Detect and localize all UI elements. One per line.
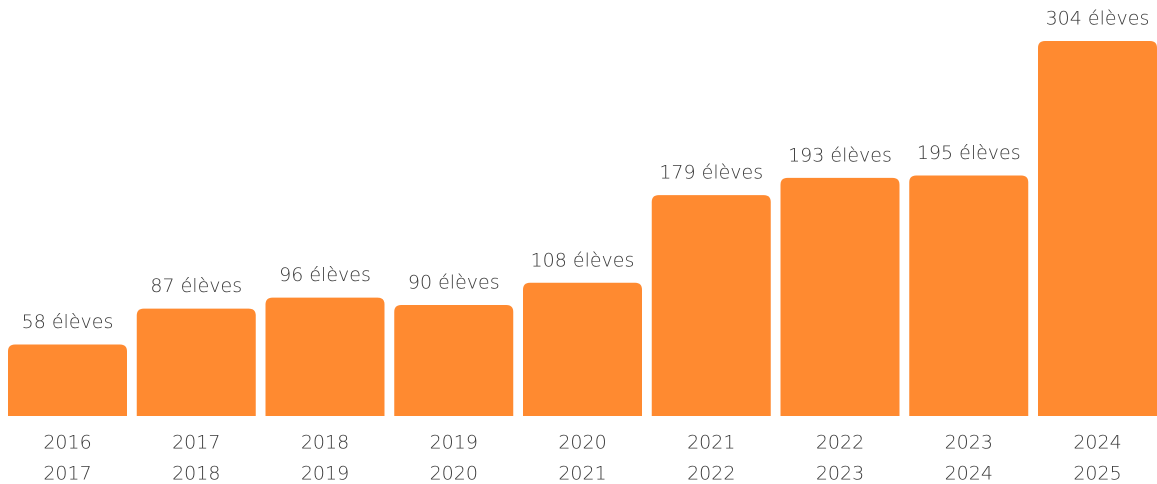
value-label: 90 élèves bbox=[408, 271, 500, 293]
x-tick-label: 2024 bbox=[1073, 432, 1121, 454]
value-label: 108 élèves bbox=[531, 249, 635, 271]
bar bbox=[780, 177, 900, 416]
x-tick-label: 2023 bbox=[945, 432, 993, 454]
bar bbox=[1038, 40, 1157, 417]
x-tick-label: 2020 bbox=[558, 432, 606, 454]
bar bbox=[136, 308, 256, 416]
x-tick-label: 2017 bbox=[172, 432, 220, 454]
value-label: 87 élèves bbox=[150, 275, 242, 297]
x-tick-label: 2020 bbox=[430, 463, 478, 484]
bar bbox=[8, 344, 127, 416]
value-label: 304 élèves bbox=[1046, 7, 1150, 29]
bar bbox=[394, 304, 514, 416]
value-label: 193 élèves bbox=[788, 144, 892, 166]
x-tick-label: 2017 bbox=[43, 463, 91, 484]
x-tick-label: 2016 bbox=[43, 432, 91, 454]
bar bbox=[909, 175, 1029, 416]
bar bbox=[523, 282, 642, 416]
x-tick-label: 2025 bbox=[1073, 463, 1121, 484]
x-tick-label: 2021 bbox=[558, 463, 606, 484]
x-tick-label: 2019 bbox=[430, 432, 478, 454]
value-label: 195 élèves bbox=[917, 142, 1021, 164]
x-tick-label: 2023 bbox=[816, 463, 864, 484]
bar bbox=[265, 297, 385, 416]
x-tick-label: 2018 bbox=[301, 432, 349, 454]
x-tick-label: 2018 bbox=[172, 463, 220, 484]
x-tick-label: 2021 bbox=[687, 432, 735, 454]
value-label: 96 élèves bbox=[279, 264, 371, 286]
x-tick-label: 2019 bbox=[301, 463, 349, 484]
value-label: 58 élèves bbox=[22, 311, 114, 333]
x-tick-label: 2022 bbox=[687, 463, 735, 484]
bar bbox=[651, 195, 771, 416]
value-label: 179 élèves bbox=[659, 162, 763, 184]
x-tick-label: 2022 bbox=[816, 432, 864, 454]
x-tick-label: 2024 bbox=[945, 463, 993, 484]
